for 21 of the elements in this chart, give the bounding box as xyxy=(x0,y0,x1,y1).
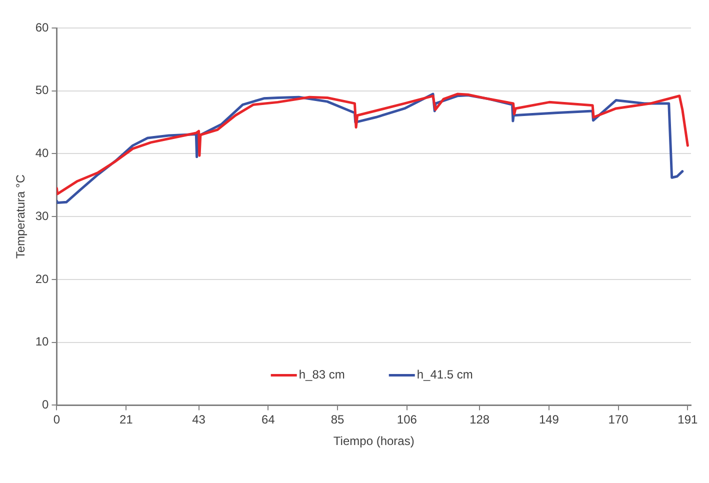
x-tick-label: 21 xyxy=(119,412,134,427)
y-tick-label: 10 xyxy=(35,334,50,349)
x-tick-label: 0 xyxy=(53,412,60,427)
x-tick-label: 170 xyxy=(608,412,629,427)
x-tick-label: 149 xyxy=(538,412,560,427)
y-tick-label: 20 xyxy=(35,272,50,286)
y-tick-label: 60 xyxy=(35,20,50,34)
legend-label: h_83 cm xyxy=(298,368,345,382)
x-tick-label: 85 xyxy=(330,412,345,427)
x-tick-label: 191 xyxy=(678,412,698,427)
x-tick-label: 128 xyxy=(470,412,490,427)
legend-label: h_41.5 cm xyxy=(416,368,473,382)
y-tick-label: 40 xyxy=(35,146,50,160)
x-tick-label: 106 xyxy=(396,412,418,427)
y-tick-label: 30 xyxy=(35,208,50,223)
x-axis-title: Tiempo (horas) xyxy=(333,434,414,448)
x-tick-label: 43 xyxy=(192,412,206,427)
y-tick-label: 50 xyxy=(35,83,50,98)
y-axis-title: Temperatura °C xyxy=(14,174,28,259)
y-tick-label: 0 xyxy=(42,398,50,412)
x-tick-label: 64 xyxy=(261,412,276,427)
